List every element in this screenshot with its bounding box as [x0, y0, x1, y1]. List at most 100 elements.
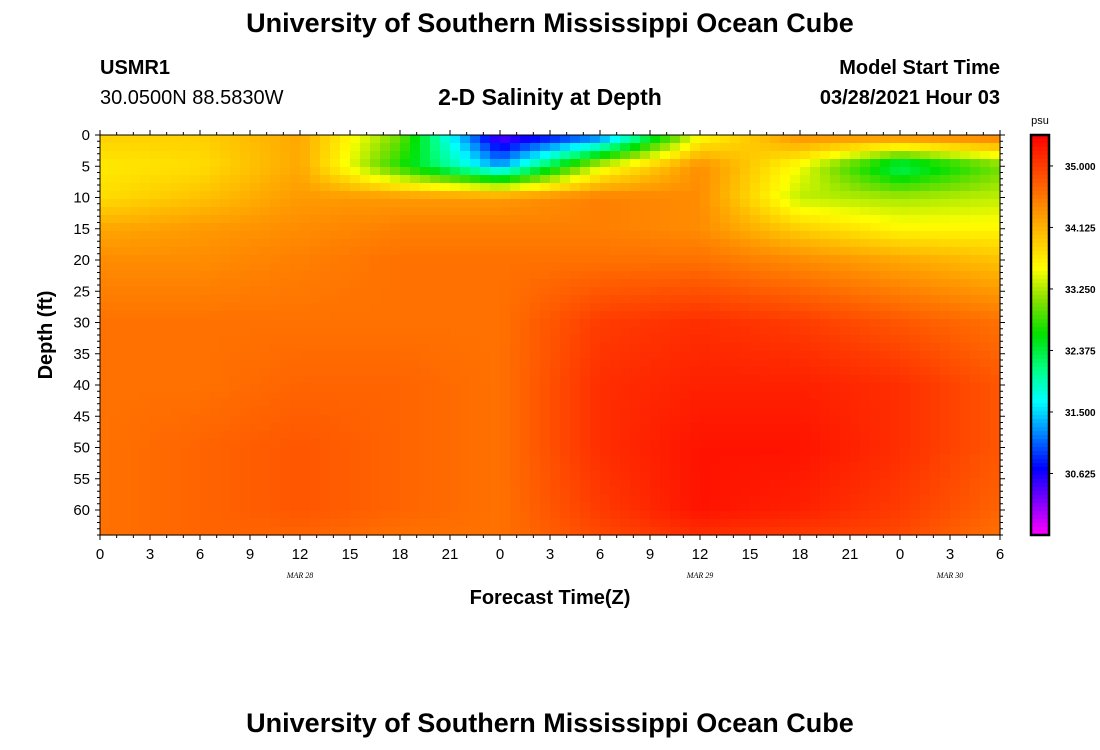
heatmap-cell	[490, 191, 501, 200]
heatmap-cell	[980, 263, 991, 272]
heatmap-cell	[380, 463, 391, 472]
heatmap-cell	[410, 407, 421, 416]
heatmap-cell	[760, 463, 771, 472]
heatmap-cell	[260, 471, 271, 480]
heatmap-cell	[580, 151, 591, 160]
colorbar-segment	[1031, 199, 1049, 204]
heatmap-cell	[430, 399, 441, 408]
heatmap-cell	[490, 351, 501, 360]
heatmap-cell	[910, 359, 921, 368]
heatmap-cell	[100, 255, 111, 264]
heatmap-cell	[740, 159, 751, 168]
heatmap-cell	[980, 247, 991, 256]
heatmap-cell	[280, 527, 291, 536]
heatmap-cell	[750, 367, 761, 376]
heatmap-cell	[740, 391, 751, 400]
heatmap-cell	[610, 383, 621, 392]
heatmap-cell	[190, 455, 201, 464]
heatmap-cell	[570, 383, 581, 392]
heatmap-cell	[770, 327, 781, 336]
heatmap-cell	[630, 151, 641, 160]
heatmap-cell	[460, 295, 471, 304]
heatmap-cell	[270, 391, 281, 400]
heatmap-cell	[600, 351, 611, 360]
heatmap-cell	[520, 263, 531, 272]
heatmap-cell	[490, 279, 501, 288]
heatmap-cell	[730, 255, 741, 264]
colorbar-segment	[1031, 463, 1049, 468]
heatmap-cell	[370, 439, 381, 448]
heatmap-cell	[920, 247, 931, 256]
heatmap-cell	[360, 383, 371, 392]
heatmap-cell	[850, 447, 861, 456]
heatmap-cell	[340, 263, 351, 272]
heatmap-cell	[230, 215, 241, 224]
heatmap-cell	[380, 327, 391, 336]
heatmap-cell	[930, 183, 941, 192]
heatmap-cell	[500, 159, 511, 168]
heatmap-cell	[120, 207, 131, 216]
heatmap-cell	[230, 335, 241, 344]
heatmap-cell	[980, 159, 991, 168]
heatmap-cell	[110, 191, 121, 200]
heatmap-cell	[940, 335, 951, 344]
heatmap-cell	[120, 143, 131, 152]
heatmap-cell	[500, 191, 511, 200]
heatmap-cell	[110, 431, 121, 440]
heatmap-cell	[530, 503, 541, 512]
heatmap-cell	[830, 351, 841, 360]
heatmap-cell	[460, 335, 471, 344]
heatmap-cell	[770, 479, 781, 488]
heatmap-cell	[640, 351, 651, 360]
heatmap-cell	[260, 479, 271, 488]
heatmap-cell	[910, 327, 921, 336]
heatmap-cell	[440, 215, 451, 224]
heatmap-cell	[800, 303, 811, 312]
heatmap-cell	[520, 295, 531, 304]
heatmap-cell	[890, 159, 901, 168]
heatmap-cell	[250, 271, 261, 280]
heatmap-cell	[730, 151, 741, 160]
heatmap-cell	[300, 383, 311, 392]
heatmap-cell	[900, 447, 911, 456]
heatmap-cell	[980, 439, 991, 448]
heatmap-cell	[270, 447, 281, 456]
heatmap-cell	[100, 367, 111, 376]
heatmap-cell	[730, 327, 741, 336]
heatmap-cell	[910, 151, 921, 160]
heatmap-cell	[370, 391, 381, 400]
heatmap-cell	[330, 215, 341, 224]
heatmap-cell	[950, 287, 961, 296]
heatmap-cell	[280, 215, 291, 224]
heatmap-cell	[790, 143, 801, 152]
heatmap-cell	[630, 247, 641, 256]
heatmap-cell	[120, 319, 131, 328]
heatmap-cell	[100, 175, 111, 184]
heatmap-cell	[490, 215, 501, 224]
heatmap-cell	[470, 455, 481, 464]
heatmap-cell	[570, 415, 581, 424]
heatmap-cell	[310, 303, 321, 312]
heatmap-cell	[220, 271, 231, 280]
heatmap-cell	[430, 207, 441, 216]
heatmap-cell	[920, 343, 931, 352]
heatmap-cell	[310, 287, 321, 296]
heatmap-cell	[230, 383, 241, 392]
heatmap-cell	[240, 367, 251, 376]
heatmap-cell	[950, 327, 961, 336]
heatmap-cell	[370, 511, 381, 520]
heatmap-cell	[530, 383, 541, 392]
heatmap-cell	[580, 343, 591, 352]
heatmap-cell	[680, 375, 691, 384]
heatmap-cell	[590, 271, 601, 280]
heatmap-cell	[450, 503, 461, 512]
heatmap-cell	[210, 279, 221, 288]
heatmap-cell	[990, 495, 1001, 504]
heatmap-cell	[990, 391, 1001, 400]
heatmap-cell	[660, 383, 671, 392]
heatmap-cell	[910, 239, 921, 248]
heatmap-cell	[480, 191, 491, 200]
heatmap-cell	[270, 415, 281, 424]
heatmap-cell	[320, 375, 331, 384]
heatmap-cell	[780, 343, 791, 352]
